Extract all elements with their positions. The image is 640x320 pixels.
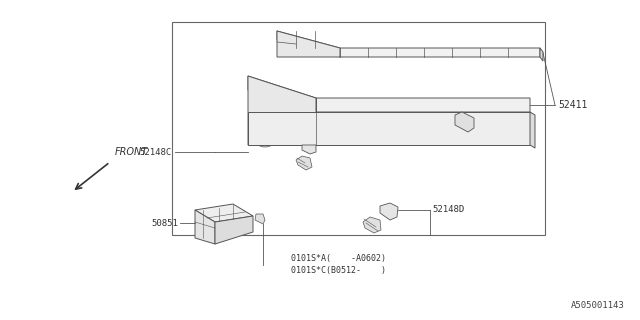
Polygon shape: [530, 112, 535, 148]
Bar: [484, 118, 500, 140]
Bar: [437, 118, 453, 140]
Polygon shape: [302, 145, 316, 154]
Polygon shape: [380, 203, 398, 220]
Polygon shape: [277, 31, 540, 57]
Bar: [412, 118, 428, 140]
Text: 52148D: 52148D: [432, 205, 464, 214]
Polygon shape: [248, 76, 316, 145]
Polygon shape: [296, 156, 312, 170]
Polygon shape: [248, 112, 530, 145]
Polygon shape: [255, 214, 265, 224]
Text: 52411: 52411: [558, 100, 588, 110]
Bar: [172, 22, 545, 235]
Polygon shape: [277, 31, 340, 57]
Polygon shape: [195, 210, 215, 244]
Bar: [332, 118, 348, 140]
Ellipse shape: [255, 133, 275, 147]
Polygon shape: [195, 204, 253, 222]
Polygon shape: [215, 216, 253, 244]
Polygon shape: [455, 112, 474, 132]
Polygon shape: [363, 217, 381, 233]
Ellipse shape: [254, 111, 276, 129]
Polygon shape: [540, 48, 543, 61]
Text: 50851: 50851: [151, 219, 178, 228]
Bar: [460, 118, 476, 140]
Bar: [360, 118, 376, 140]
Text: FRONT: FRONT: [115, 147, 148, 157]
Text: 0101S*C(B0512-    ): 0101S*C(B0512- ): [291, 266, 385, 275]
Text: 52148C: 52148C: [140, 148, 172, 156]
Polygon shape: [248, 76, 530, 112]
Text: A505001143: A505001143: [572, 301, 625, 310]
Bar: [388, 118, 404, 140]
Text: 0101S*A(    -A0602): 0101S*A( -A0602): [291, 253, 385, 262]
